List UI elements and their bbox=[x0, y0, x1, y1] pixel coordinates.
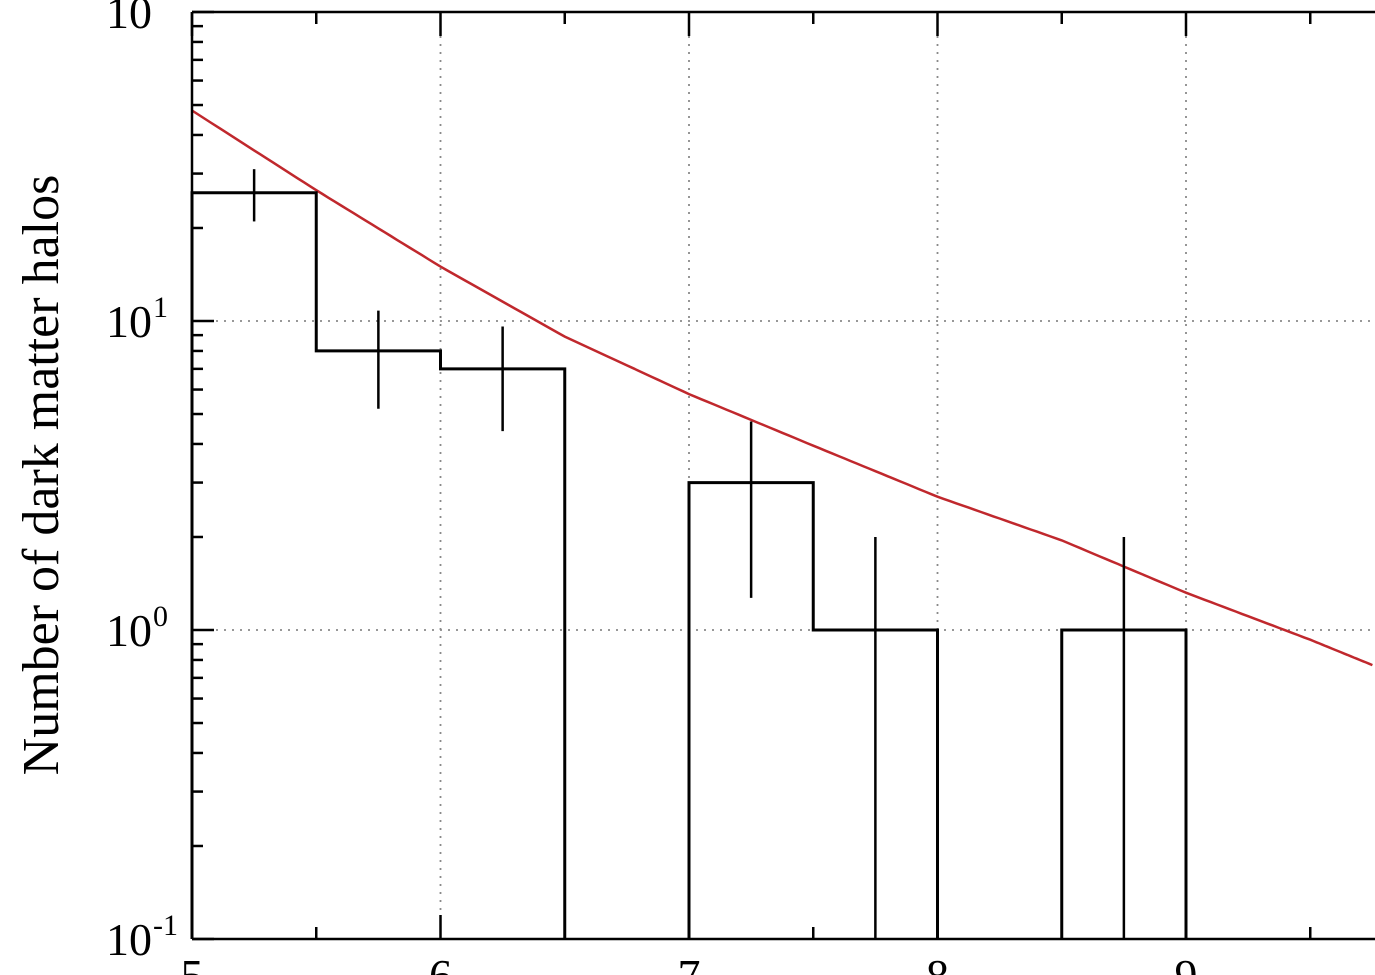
x-tick-label: 7 bbox=[678, 950, 701, 975]
fit-curve-layer bbox=[191, 109, 1373, 667]
error-bars-layer bbox=[252, 169, 1126, 939]
axes bbox=[190, 10, 1375, 941]
y-tick-exponent: -1 bbox=[153, 909, 178, 942]
histogram-layer bbox=[190, 191, 1188, 939]
fit-curve bbox=[191, 109, 1373, 667]
x-tick-label: 5 bbox=[181, 950, 204, 975]
y-tick-label: 10 bbox=[106, 0, 152, 38]
histogram-bars bbox=[687, 481, 939, 939]
y-tick-label: 10 bbox=[106, 296, 152, 347]
y-tick-exponent: 0 bbox=[153, 600, 168, 633]
grid-lines bbox=[192, 12, 1375, 939]
y-tick-label: 10 bbox=[106, 605, 152, 656]
y-tick-label: 10 bbox=[106, 914, 152, 965]
y-tick-exponent: 1 bbox=[153, 291, 168, 324]
x-tick-label: 8 bbox=[926, 950, 949, 975]
y-axis-label: Number of dark matter halos bbox=[13, 175, 70, 776]
x-tick-label: 6 bbox=[429, 950, 452, 975]
x-tick-label: 9 bbox=[1175, 950, 1198, 975]
